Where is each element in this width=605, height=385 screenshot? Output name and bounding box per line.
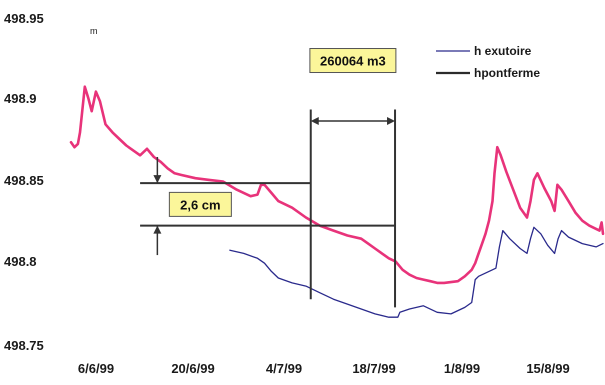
drawdown-annotation: 2,6 cm (140, 156, 396, 256)
drawdown-label: 2,6 cm (180, 197, 220, 212)
y-tick-label: 498.85 (4, 173, 44, 188)
volume-arrow-right-head (387, 117, 396, 126)
y-tick-label: 498.9 (4, 91, 37, 106)
y-tick-label: 498.95 (4, 11, 44, 26)
volume-annotation: 260064 m3 (309, 48, 397, 308)
x-tick-label: 4/7/99 (266, 361, 302, 376)
x-tick-label: 6/6/99 (78, 361, 114, 376)
x-tick-label: 1/8/99 (444, 361, 480, 376)
unit-label: m (90, 26, 98, 36)
series-layer (69, 85, 605, 318)
volume-label: 260064 m3 (320, 54, 386, 69)
legend-label-h-exutoire: h exutoire (474, 44, 532, 58)
x-tick-label: 20/6/99 (171, 361, 214, 376)
series-line-h-exutoire (229, 226, 604, 318)
y-tick-label: 498.75 (4, 338, 44, 353)
legend-label-hpontferme: hpontferme (474, 66, 540, 80)
legend: h exutoire hpontferme (436, 44, 540, 80)
drawdown-label-box (168, 191, 232, 217)
drawdown-arrow-head-up (153, 175, 162, 184)
volume-label-box (309, 48, 397, 74)
x-tick-label: 15/8/99 (526, 361, 569, 376)
volume-arrow-left-head (310, 117, 319, 126)
drawdown-arrow-head-down (153, 225, 162, 234)
series-line-hpontferme (69, 85, 605, 285)
x-tick-label: 18/7/99 (352, 361, 395, 376)
y-tick-label: 498.8 (4, 254, 37, 269)
